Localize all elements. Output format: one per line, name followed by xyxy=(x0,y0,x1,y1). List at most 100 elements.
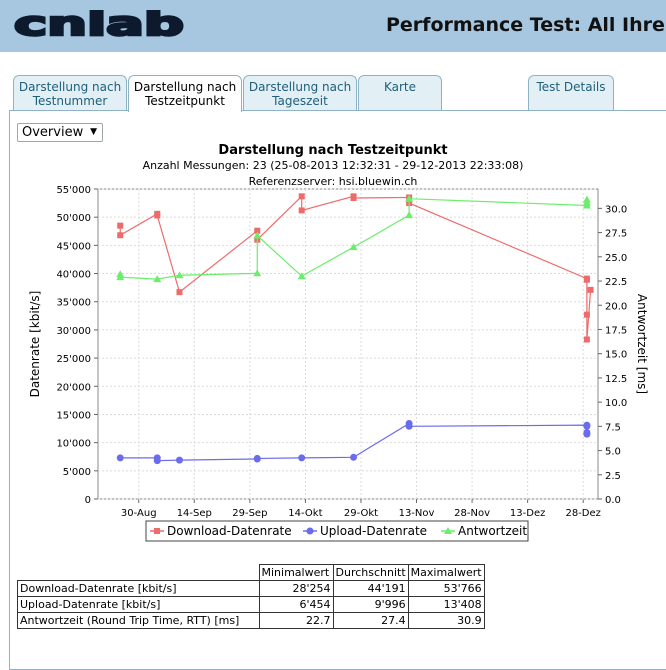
chart-plot: 30-Aug 14-Sep 29-Sep 14-Okt 29-Okt 13-Nov 28-N… xyxy=(28,185,649,542)
y2-tick-label: 15.0 xyxy=(605,350,627,361)
cell-avg: 44'191 xyxy=(332,580,409,597)
cell-max: 53'766 xyxy=(407,580,485,597)
y2-tick-label: 25.0 xyxy=(605,253,627,264)
x-tick-label: 28-Dez xyxy=(565,508,600,519)
x-tick-label: 29-Sep xyxy=(232,508,267,519)
page-title: Performance Test: All Ihre F xyxy=(386,14,666,36)
data-point xyxy=(583,430,591,438)
chart-title: Darstellung nach Testzeitpunkt xyxy=(218,143,448,158)
data-point xyxy=(253,231,262,239)
tab-tageszeit[interactable]: Darstellung nach Tageszeit xyxy=(243,75,357,110)
header-bar: cnlab Performance Test: All Ihre F xyxy=(0,0,666,52)
stats-table: Minimalwert Durchschnitt Maximalwert Dow… xyxy=(17,564,485,629)
data-point xyxy=(117,232,124,239)
logo-text: cnlab xyxy=(14,10,184,40)
data-point xyxy=(154,212,161,219)
y2-tick-label: 0.0 xyxy=(605,495,621,506)
cnlab-logo[interactable]: cnlab xyxy=(14,10,186,40)
row-label: Antwortzeit (Round Trip Time, RTT) [ms] xyxy=(17,612,260,629)
header-min: Minimalwert xyxy=(258,564,334,581)
y2-tick-label: 10.0 xyxy=(605,398,627,409)
y-tick-label: 50'000 xyxy=(56,213,91,224)
y2-tick-label: 5.0 xyxy=(605,447,621,458)
table-corner xyxy=(17,564,260,581)
cell-min: 6'454 xyxy=(258,596,334,613)
chart-subtitle: Anzahl Messungen: 23 (25-08-2013 12:32:3… xyxy=(142,159,524,172)
y2-tick-label: 7.5 xyxy=(605,422,621,433)
header-avg: Durchschnitt xyxy=(332,564,409,581)
data-point xyxy=(253,454,261,462)
data-point xyxy=(253,269,262,277)
y-tick-label: 45'000 xyxy=(56,241,91,252)
data-point xyxy=(298,454,306,462)
data-point xyxy=(582,195,591,203)
data-point xyxy=(583,311,590,318)
data-point xyxy=(116,273,125,281)
data-point xyxy=(254,227,261,234)
y-tick-label: 35'000 xyxy=(56,298,91,309)
data-point xyxy=(350,195,357,202)
y2-tick-label: 22.5 xyxy=(605,277,627,288)
plot-area xyxy=(97,188,599,500)
y-tick-label: 25'000 xyxy=(56,354,91,365)
legend-label: Download-Datenrate xyxy=(167,524,292,538)
y2-tick-label: 20.0 xyxy=(605,301,627,312)
y-tick-label: 20'000 xyxy=(56,382,91,393)
cell-min: 28'254 xyxy=(258,580,334,597)
y2-tick-label: 12.5 xyxy=(605,374,627,385)
data-point xyxy=(587,286,594,293)
data-point xyxy=(153,275,162,283)
y-tick-label: 40'000 xyxy=(56,270,91,281)
y-tick-label: 0 xyxy=(85,495,91,506)
cell-min: 22.7 xyxy=(258,612,334,629)
data-point xyxy=(405,194,414,202)
y-tick-label: 30'000 xyxy=(56,326,91,337)
table-row: Upload-Datenrate [kbit/s] 6'454 9'996 13… xyxy=(17,596,485,613)
table-row: Antwortzeit (Round Trip Time, RTT) [ms] … xyxy=(17,612,485,629)
data-point xyxy=(153,457,161,465)
x-tick-label: 13-Nov xyxy=(399,508,435,519)
y2-axis-label: Antwortzeit [ms] xyxy=(635,294,649,394)
y-tick-label: 55'000 xyxy=(56,185,91,196)
data-point xyxy=(583,422,591,430)
cell-max: 13'408 xyxy=(407,596,485,613)
data-point xyxy=(583,336,590,343)
data-point xyxy=(117,222,124,229)
chevron-down-icon: ▼ xyxy=(90,127,97,137)
y2-tick-label: 30.0 xyxy=(605,204,627,215)
data-point xyxy=(350,453,358,461)
tab-karte[interactable]: Karte xyxy=(358,75,442,110)
data-point xyxy=(583,276,590,283)
cell-avg: 9'996 xyxy=(332,596,409,613)
cell-max: 30.9 xyxy=(407,612,485,629)
data-point xyxy=(298,207,305,214)
y-tick-label: 10'000 xyxy=(56,439,91,450)
data-point xyxy=(175,456,183,464)
data-point xyxy=(116,454,124,462)
legend-label: Upload-Datenrate xyxy=(320,524,427,538)
tab-test-details[interactable]: Test Details xyxy=(528,75,614,110)
view-select[interactable]: Overview ▼ xyxy=(17,123,103,142)
y-tick-label: 15'000 xyxy=(56,410,91,421)
y2-tick-label: 2.5 xyxy=(605,471,621,482)
table-header-row: Minimalwert Durchschnitt Maximalwert xyxy=(17,564,485,581)
legend-swatch-marker xyxy=(154,528,160,534)
data-point xyxy=(405,211,414,219)
row-label: Download-Datenrate [kbit/s] xyxy=(17,580,260,597)
data-point xyxy=(297,272,306,280)
x-tick-label: 29-Okt xyxy=(344,508,378,519)
view-select-value: Overview xyxy=(22,125,84,140)
tab-testzeitpunkt[interactable]: Darstellung nach Testzeitpunkt xyxy=(128,75,242,112)
x-tick-label: 14-Okt xyxy=(288,508,322,519)
row-label: Upload-Datenrate [kbit/s] xyxy=(17,596,260,613)
data-point xyxy=(176,289,183,296)
header-max: Maximalwert xyxy=(407,564,485,581)
tab-testnummer[interactable]: Darstellung nach Testnummer xyxy=(13,75,127,110)
y-tick-label: 5'000 xyxy=(63,467,91,478)
legend-swatch-marker xyxy=(306,527,314,535)
y-axis-label: Datenrate [kbit/s] xyxy=(28,291,42,398)
data-point xyxy=(175,271,184,279)
x-tick-label: 13-Dez xyxy=(510,508,545,519)
legend-label: Antwortzeit xyxy=(458,524,527,538)
cell-avg: 27.4 xyxy=(332,612,409,629)
